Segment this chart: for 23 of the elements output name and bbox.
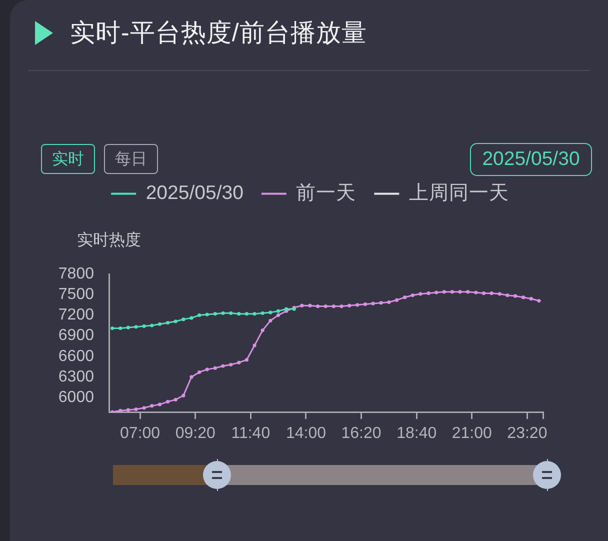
y-axis-title: 实时热度 [77, 231, 141, 251]
x-tick-label: 14:00 [286, 425, 326, 442]
y-tick-label: 7500 [58, 286, 94, 304]
x-tick-label: 09:20 [175, 425, 216, 442]
date-field: 2025/05/30 [470, 143, 592, 176]
y-tick-label: 6300 [58, 368, 94, 386]
text: 实时 [52, 150, 84, 170]
y-tick-label: 7800 [58, 265, 94, 282]
x-tick-label: 11:40 [231, 425, 270, 442]
y-tick-label: 7200 [58, 306, 94, 324]
x-tick-label: 21:00 [452, 425, 492, 442]
y-tick-label: 6900 [58, 327, 94, 344]
y-tick-label: 6000 [58, 388, 94, 406]
legend-label: 2025/05/30 [146, 182, 244, 204]
chart-title: 实时-平台热度/前台播放量 [70, 18, 367, 49]
x-tick-label: 18:40 [396, 425, 437, 442]
y-tick-label: 6600 [58, 348, 94, 365]
legend-label: 上周同一天 [408, 182, 509, 204]
x-tick-label: 07:00 [120, 425, 160, 442]
text: 每日 [115, 150, 147, 170]
legend-label: 前一天 [296, 182, 356, 204]
x-tick-label: 23:20 [507, 425, 548, 442]
x-tick-label: 16:20 [341, 425, 382, 442]
